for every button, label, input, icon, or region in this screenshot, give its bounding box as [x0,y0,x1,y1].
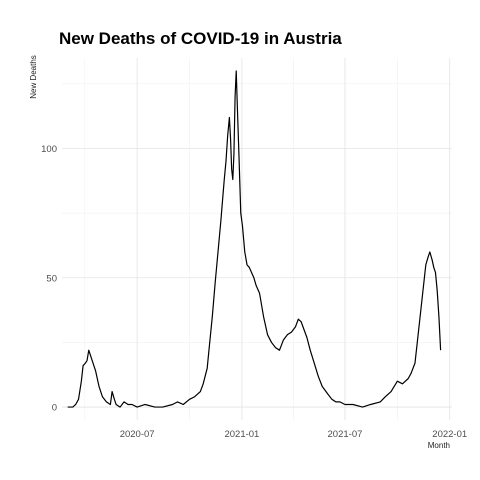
y-axis-ticks: 0 50 100 [41,144,57,414]
x-tick-label: 2021-07 [328,429,363,440]
x-tick-label: 2022-01 [432,429,467,440]
x-tick-label: 2020-07 [120,429,155,440]
y-tick-label: 0 [52,403,57,414]
series-group [68,71,441,407]
chart-title: New Deaths of COVID-19 in Austria [59,29,342,48]
x-axis-title: Month [428,441,450,450]
series-line-0 [68,71,441,407]
grid [62,58,452,420]
x-axis-ticks: 2020-07 2021-01 2021-07 2022-01 [120,429,467,440]
y-tick-label: 100 [41,144,57,155]
x-tick-label: 2021-01 [224,429,259,440]
y-axis-title: New Deaths [29,55,38,99]
y-tick-label: 50 [46,273,57,284]
